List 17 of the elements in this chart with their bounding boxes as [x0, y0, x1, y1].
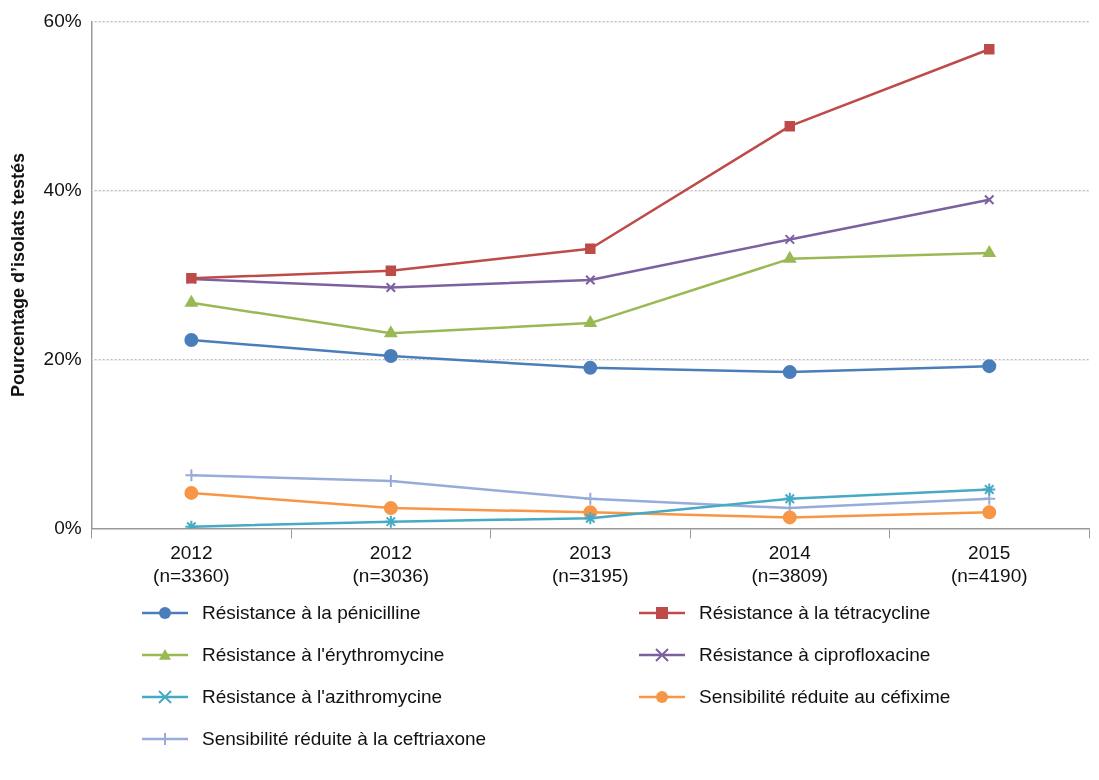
x-tick-label: 2014 (n=3809) [751, 542, 829, 586]
y-tick-label: 60% [43, 9, 82, 31]
y-tick-label: 0% [54, 516, 82, 538]
x-tick-label: 2012 (n=3360) [153, 542, 230, 586]
x-tick-label: 2013 (n=3195) [552, 542, 629, 586]
y-tick-label: 20% [43, 347, 82, 369]
legend-label: Sensibilité réduite au céfixime [699, 686, 951, 708]
x-tick-label: 2015 (n=4190) [950, 542, 1028, 586]
y-axis-title: Pourcentage d’isolats testés [7, 152, 28, 397]
legend-label: Résistance à ciprofloxacine [699, 644, 931, 666]
y-tick-label: 40% [43, 178, 82, 200]
legend-label: Résistance à la tétracycline [699, 602, 931, 624]
x-tick-label: 2012 (n=3036) [352, 542, 430, 586]
legend-label: Résistance à l'érythromycine [202, 644, 445, 666]
legend-label: Résistance à la pénicilline [202, 602, 421, 624]
legend-label: Résistance à l'azithromycine [202, 686, 443, 708]
legend-label: Sensibilité réduite à la ceftriaxone [202, 728, 487, 750]
